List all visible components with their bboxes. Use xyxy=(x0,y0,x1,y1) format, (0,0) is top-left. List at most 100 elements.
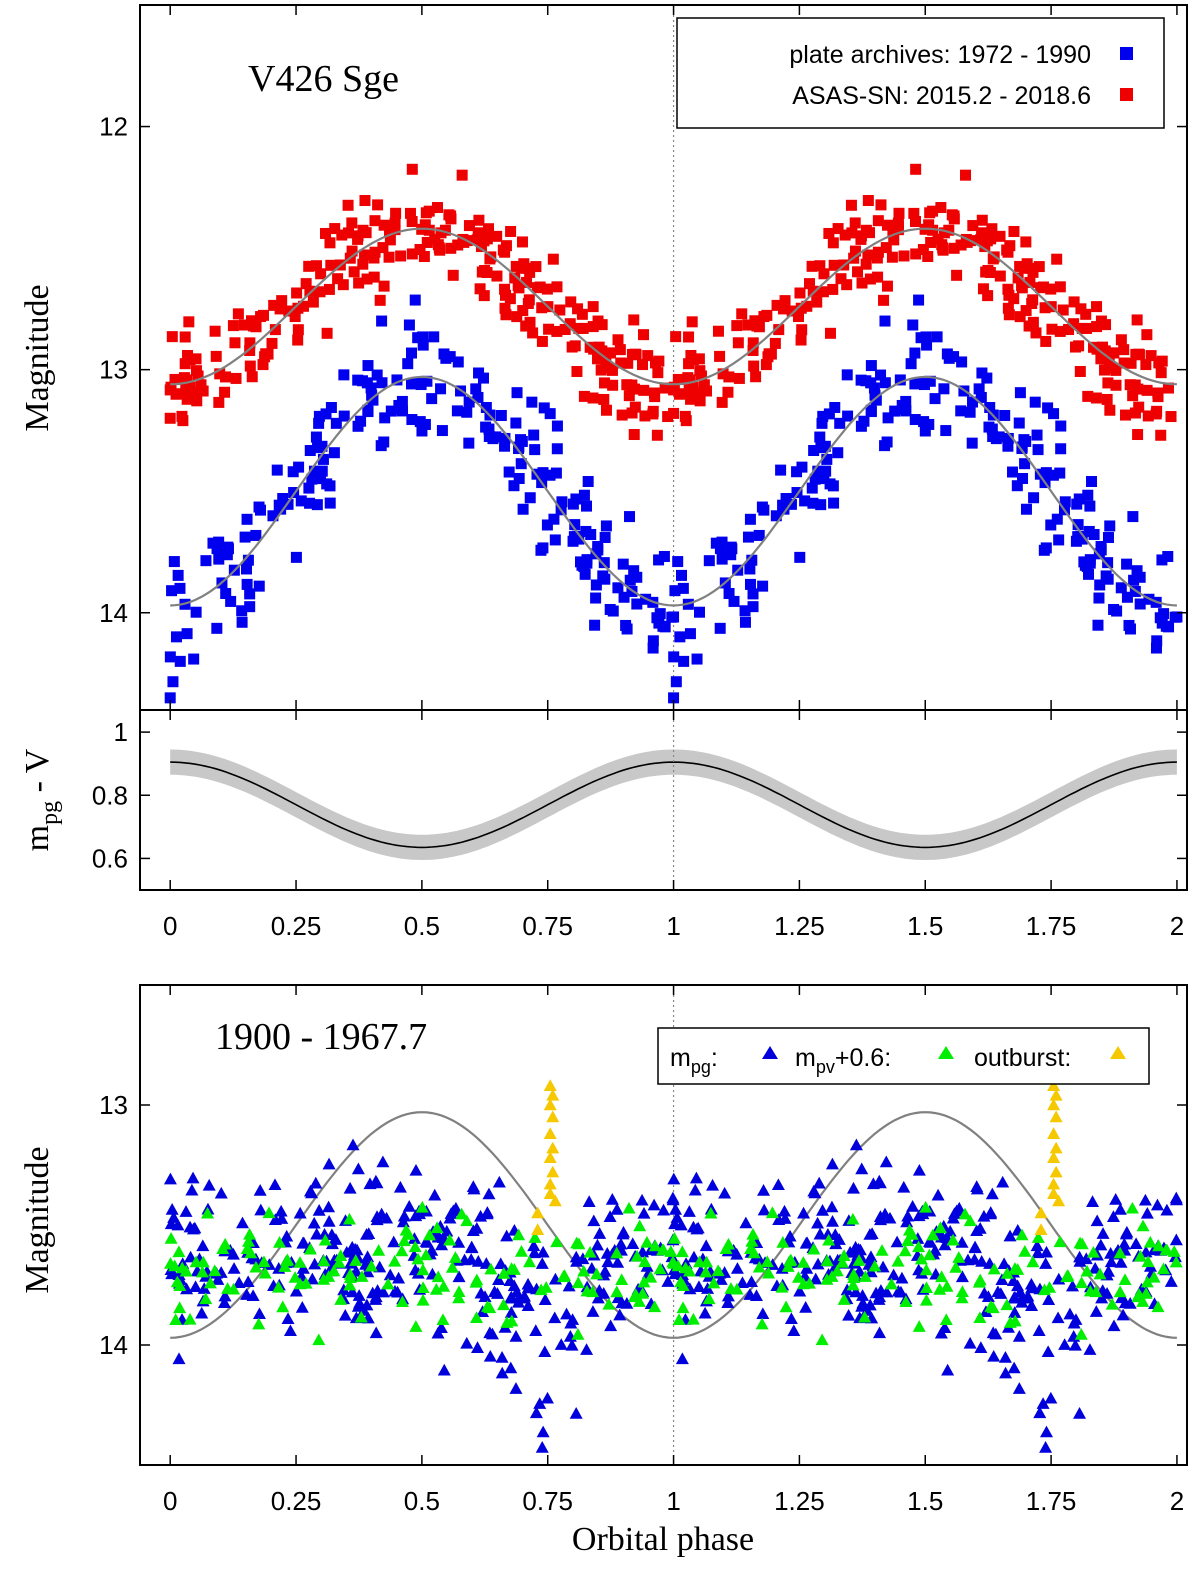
mpg-point xyxy=(987,1349,1001,1362)
mpv-point xyxy=(666,1255,680,1268)
mpg-point xyxy=(1041,1345,1055,1358)
mpg-point xyxy=(897,1180,911,1193)
plate-archive-point xyxy=(375,440,387,452)
plate-archive-point xyxy=(1162,550,1174,562)
mpg-point xyxy=(482,1187,496,1200)
mpv-point xyxy=(926,1228,940,1241)
plate-archive-point xyxy=(421,375,433,387)
mpg-point xyxy=(536,1425,550,1438)
plate-archive-point xyxy=(403,319,415,331)
mpg-point xyxy=(527,1246,541,1259)
mpg-point xyxy=(698,1306,712,1319)
plate-archive-point xyxy=(590,592,602,604)
mpg-point xyxy=(963,1336,977,1349)
asas-sn-point xyxy=(174,388,186,400)
mpg-point xyxy=(548,1311,562,1324)
bottom-panel-legend: mpg: mpv+0.6: outburst: xyxy=(657,1027,1150,1085)
asas-sn-point xyxy=(922,251,934,263)
mpg-point xyxy=(562,1279,576,1292)
plate-archive-point xyxy=(211,622,223,634)
asas-sn-point xyxy=(511,311,523,323)
mpg-point xyxy=(480,1207,494,1220)
asas-sn-point xyxy=(195,379,207,391)
legend-outburst-label: outburst: xyxy=(974,1044,1071,1072)
plate-archive-point xyxy=(600,520,612,532)
mpv-point xyxy=(820,1254,834,1267)
plate-archive-point xyxy=(417,339,429,351)
mpv-point xyxy=(303,1242,317,1255)
mpg-point xyxy=(1063,1307,1077,1320)
asas-sn-point xyxy=(742,319,754,331)
asas-sn-point xyxy=(429,233,441,245)
mpv-point xyxy=(760,1255,774,1268)
mpv-point xyxy=(318,1233,332,1246)
mpg-point xyxy=(601,1255,615,1268)
plate-archive-point xyxy=(955,405,967,417)
mpv-point xyxy=(755,1317,769,1330)
mpg-point xyxy=(1083,1343,1097,1355)
asas-sn-point xyxy=(917,244,929,256)
mpg-point xyxy=(730,1262,744,1274)
mpv-point xyxy=(638,1255,652,1268)
mpg-point xyxy=(934,1326,948,1339)
asas-sn-point xyxy=(827,283,839,295)
mpv-point xyxy=(919,1200,933,1213)
mpg-point xyxy=(505,1290,519,1303)
plate-archive-point xyxy=(288,487,300,499)
mpg-point xyxy=(772,1213,786,1225)
outburst-point xyxy=(1047,1127,1061,1139)
asas-sn-point xyxy=(346,217,358,229)
y-tick-label: 0.8 xyxy=(92,780,128,810)
mpv-point xyxy=(528,1231,542,1243)
plate-archive-point xyxy=(362,360,374,372)
mpg-point xyxy=(941,1363,955,1376)
outburst-point xyxy=(546,1141,560,1154)
mpg-point xyxy=(783,1229,797,1242)
asas-sn-point xyxy=(578,390,590,402)
outburst-point xyxy=(1049,1110,1063,1123)
x-tick-label: 2 xyxy=(1170,1486,1184,1516)
plate-archive-point xyxy=(1124,623,1136,635)
plate-archive-point xyxy=(513,472,525,484)
plate-archive-point xyxy=(313,417,325,429)
plate-archive-point xyxy=(164,692,176,704)
plate-archive-point xyxy=(809,473,821,485)
mpv-point xyxy=(203,1276,217,1289)
plate-archive-point xyxy=(929,393,941,405)
plate-archive-point xyxy=(515,434,527,446)
mpv-point xyxy=(423,1228,437,1241)
asas-sn-point xyxy=(828,259,840,271)
mpv-point xyxy=(835,1256,849,1268)
plate-archive-point xyxy=(310,431,322,443)
asas-sn-point xyxy=(693,353,705,365)
mpg-point xyxy=(274,1204,288,1217)
plate-archive-point xyxy=(304,445,316,457)
mpg-point xyxy=(931,1188,945,1201)
bottom-panel-y-label: Magnitude xyxy=(19,1146,56,1293)
mpg-point xyxy=(183,1220,197,1233)
mpv-point xyxy=(416,1263,430,1276)
asas-sn-point xyxy=(353,277,365,289)
mpv-point xyxy=(183,1312,197,1325)
mpg-point xyxy=(1012,1382,1026,1394)
mpg-point xyxy=(1169,1233,1183,1246)
asas-sn-point xyxy=(1140,359,1152,371)
mpv-point xyxy=(779,1300,793,1313)
mpg-point xyxy=(938,1238,952,1251)
asas-sn-point xyxy=(1020,305,1032,317)
plate-archive-point xyxy=(394,403,406,415)
mpg-point xyxy=(637,1206,651,1219)
plate-archive-point xyxy=(167,676,179,688)
mpv-point xyxy=(1152,1239,1166,1252)
mpv-point xyxy=(252,1317,266,1330)
asas-sn-point xyxy=(169,373,181,385)
asas-sn-point xyxy=(1152,387,1164,399)
asas-sn-point xyxy=(1110,364,1122,376)
plate-archive-point xyxy=(657,620,669,632)
mpg-point xyxy=(968,1253,982,1265)
mpg-point xyxy=(787,1324,801,1337)
mpg-point xyxy=(218,1289,232,1302)
asas-sn-point xyxy=(615,357,627,369)
top-panel-fits xyxy=(170,227,1177,607)
mpv-point xyxy=(955,1285,969,1298)
